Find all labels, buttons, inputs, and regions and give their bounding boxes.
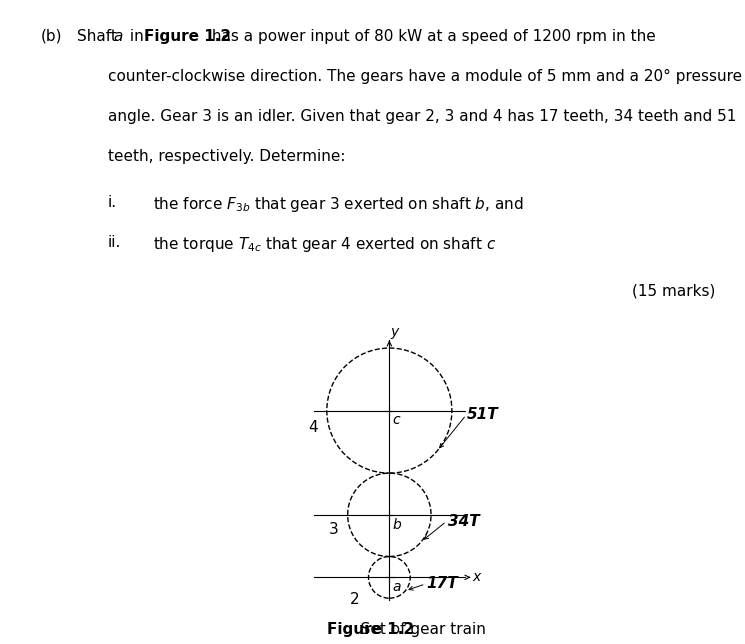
Text: $c$: $c$ xyxy=(392,413,401,427)
Text: i.: i. xyxy=(108,195,117,210)
Text: 4: 4 xyxy=(308,421,318,435)
Text: (b): (b) xyxy=(41,29,63,44)
Text: y: y xyxy=(390,325,399,339)
Text: Figure 1.2: Figure 1.2 xyxy=(327,622,414,638)
Text: 17T: 17T xyxy=(427,576,458,591)
Text: the force $F_{3b}$ that gear 3 exerted on shaft $b$, and: the force $F_{3b}$ that gear 3 exerted o… xyxy=(153,195,524,214)
Text: ii.: ii. xyxy=(108,235,121,250)
Text: the torque $T_{4c}$ that gear 4 exerted on shaft $c$: the torque $T_{4c}$ that gear 4 exerted … xyxy=(153,235,496,254)
Text: 3: 3 xyxy=(329,522,339,538)
Text: 51T: 51T xyxy=(467,408,499,422)
Text: Set of gear train: Set of gear train xyxy=(346,622,486,638)
Text: 34T: 34T xyxy=(448,514,479,529)
Text: has a power input of 80 kW at a speed of 1200 rpm in the: has a power input of 80 kW at a speed of… xyxy=(207,29,656,44)
Text: Shaft: Shaft xyxy=(77,29,122,44)
Text: x: x xyxy=(473,571,481,584)
Text: $a$: $a$ xyxy=(113,29,124,44)
Text: teeth, respectively. Determine:: teeth, respectively. Determine: xyxy=(108,149,346,164)
Text: $a$: $a$ xyxy=(392,580,401,594)
Text: $b$: $b$ xyxy=(392,517,402,532)
Text: counter-clockwise direction. The gears have a module of 5 mm and a 20° pressure: counter-clockwise direction. The gears h… xyxy=(108,69,742,84)
Text: Figure 1.2: Figure 1.2 xyxy=(144,29,231,44)
Text: in: in xyxy=(125,29,149,44)
Text: (15 marks): (15 marks) xyxy=(632,283,715,298)
Text: 2: 2 xyxy=(350,592,360,607)
Text: angle. Gear 3 is an idler. Given that gear 2, 3 and 4 has 17 teeth, 34 teeth and: angle. Gear 3 is an idler. Given that ge… xyxy=(108,109,736,124)
